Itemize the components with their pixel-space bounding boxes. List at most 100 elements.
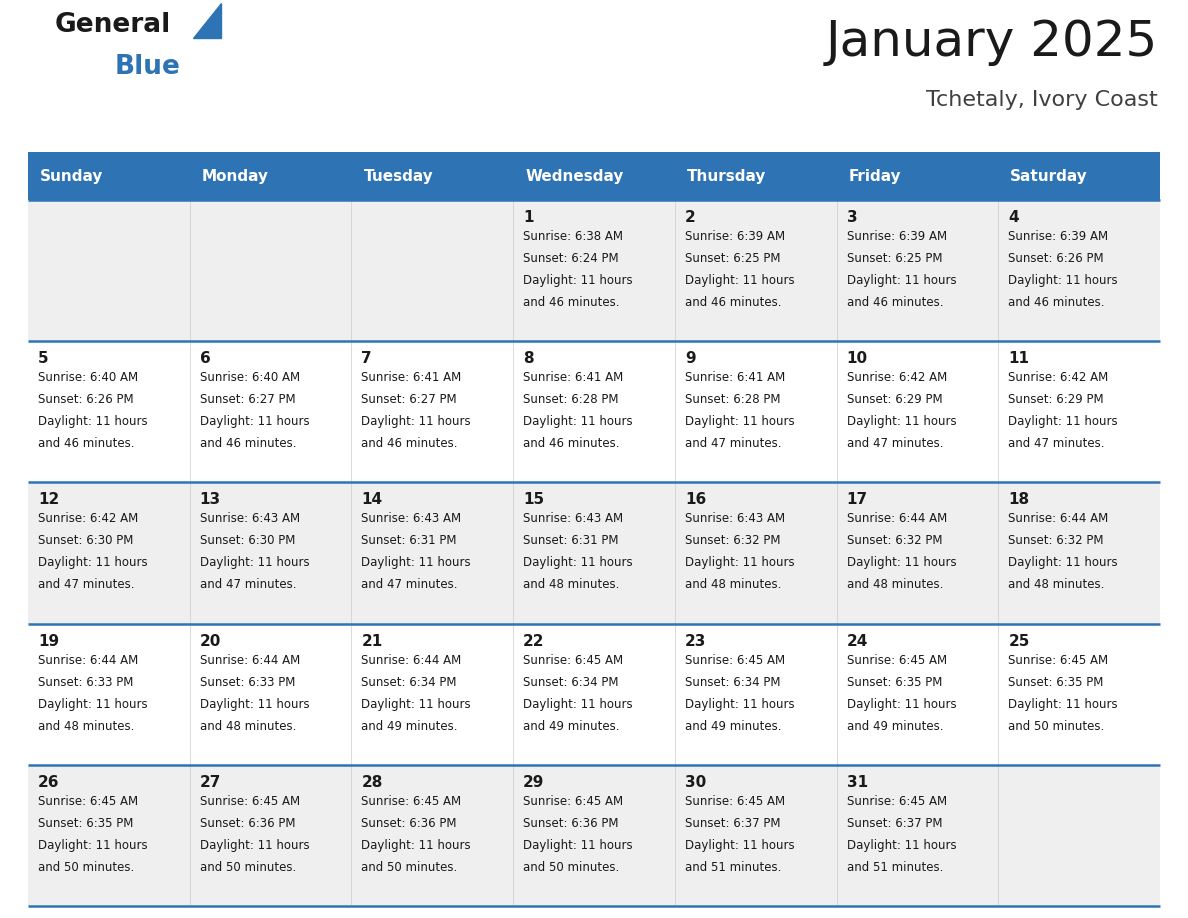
Text: Sunrise: 6:45 AM: Sunrise: 6:45 AM: [523, 795, 624, 808]
Text: Daylight: 11 hours: Daylight: 11 hours: [38, 556, 147, 569]
Text: Sunrise: 6:44 AM: Sunrise: 6:44 AM: [361, 654, 462, 666]
Text: and 48 minutes.: and 48 minutes.: [523, 578, 619, 591]
Text: Sunset: 6:36 PM: Sunset: 6:36 PM: [523, 817, 619, 830]
Text: and 46 minutes.: and 46 minutes.: [200, 437, 296, 450]
Text: 23: 23: [684, 633, 706, 649]
Text: 14: 14: [361, 492, 383, 508]
Text: Sunrise: 6:42 AM: Sunrise: 6:42 AM: [1009, 371, 1108, 385]
Text: Sunrise: 6:45 AM: Sunrise: 6:45 AM: [847, 795, 947, 808]
Text: 17: 17: [847, 492, 867, 508]
Text: Daylight: 11 hours: Daylight: 11 hours: [847, 274, 956, 287]
Text: 7: 7: [361, 352, 372, 366]
Text: Daylight: 11 hours: Daylight: 11 hours: [1009, 274, 1118, 287]
Text: and 48 minutes.: and 48 minutes.: [200, 720, 296, 733]
Text: Daylight: 11 hours: Daylight: 11 hours: [1009, 415, 1118, 428]
Text: 21: 21: [361, 633, 383, 649]
Text: Daylight: 11 hours: Daylight: 11 hours: [200, 839, 309, 852]
Text: Sunset: 6:28 PM: Sunset: 6:28 PM: [684, 393, 781, 406]
Text: and 46 minutes.: and 46 minutes.: [1009, 296, 1105, 309]
Text: 12: 12: [38, 492, 59, 508]
Text: Sunrise: 6:44 AM: Sunrise: 6:44 AM: [200, 654, 299, 666]
Text: 5: 5: [38, 352, 49, 366]
Text: Sunrise: 6:45 AM: Sunrise: 6:45 AM: [847, 654, 947, 666]
Text: Sunset: 6:26 PM: Sunset: 6:26 PM: [1009, 252, 1104, 265]
FancyBboxPatch shape: [29, 152, 1159, 200]
Text: and 47 minutes.: and 47 minutes.: [200, 578, 296, 591]
Text: Sunset: 6:25 PM: Sunset: 6:25 PM: [847, 252, 942, 265]
Text: Daylight: 11 hours: Daylight: 11 hours: [684, 274, 795, 287]
Text: Thursday: Thursday: [687, 169, 766, 184]
Text: Daylight: 11 hours: Daylight: 11 hours: [847, 415, 956, 428]
Text: Daylight: 11 hours: Daylight: 11 hours: [200, 556, 309, 569]
Text: Saturday: Saturday: [1010, 169, 1088, 184]
Text: Sunset: 6:35 PM: Sunset: 6:35 PM: [847, 676, 942, 688]
Text: and 50 minutes.: and 50 minutes.: [361, 861, 457, 874]
Text: Sunrise: 6:42 AM: Sunrise: 6:42 AM: [847, 371, 947, 385]
Text: Wednesday: Wednesday: [525, 169, 624, 184]
Text: and 46 minutes.: and 46 minutes.: [38, 437, 134, 450]
Text: 20: 20: [200, 633, 221, 649]
Text: 28: 28: [361, 775, 383, 789]
Text: Daylight: 11 hours: Daylight: 11 hours: [523, 698, 633, 711]
Text: Sunset: 6:32 PM: Sunset: 6:32 PM: [1009, 534, 1104, 547]
Text: Sunset: 6:33 PM: Sunset: 6:33 PM: [38, 676, 133, 688]
Text: and 46 minutes.: and 46 minutes.: [847, 296, 943, 309]
Text: Tchetaly, Ivory Coast: Tchetaly, Ivory Coast: [927, 90, 1158, 110]
Text: 2: 2: [684, 210, 696, 225]
FancyBboxPatch shape: [29, 482, 1159, 623]
Text: 22: 22: [523, 633, 544, 649]
Text: Daylight: 11 hours: Daylight: 11 hours: [523, 556, 633, 569]
Text: Sunrise: 6:45 AM: Sunrise: 6:45 AM: [1009, 654, 1108, 666]
Text: and 50 minutes.: and 50 minutes.: [200, 861, 296, 874]
Text: 30: 30: [684, 775, 706, 789]
Text: Sunrise: 6:44 AM: Sunrise: 6:44 AM: [847, 512, 947, 525]
Text: and 47 minutes.: and 47 minutes.: [361, 578, 457, 591]
Text: Sunrise: 6:45 AM: Sunrise: 6:45 AM: [200, 795, 299, 808]
Text: Daylight: 11 hours: Daylight: 11 hours: [523, 415, 633, 428]
Text: 26: 26: [38, 775, 59, 789]
Text: and 47 minutes.: and 47 minutes.: [1009, 437, 1105, 450]
Text: Daylight: 11 hours: Daylight: 11 hours: [200, 415, 309, 428]
Text: Daylight: 11 hours: Daylight: 11 hours: [847, 698, 956, 711]
Text: Friday: Friday: [848, 169, 902, 184]
Text: Sunrise: 6:40 AM: Sunrise: 6:40 AM: [200, 371, 299, 385]
Text: Daylight: 11 hours: Daylight: 11 hours: [684, 698, 795, 711]
Text: and 46 minutes.: and 46 minutes.: [523, 296, 620, 309]
Text: Daylight: 11 hours: Daylight: 11 hours: [1009, 698, 1118, 711]
FancyBboxPatch shape: [29, 765, 1159, 906]
Text: Sunset: 6:37 PM: Sunset: 6:37 PM: [847, 817, 942, 830]
Text: and 49 minutes.: and 49 minutes.: [523, 720, 620, 733]
Text: Sunrise: 6:39 AM: Sunrise: 6:39 AM: [1009, 230, 1108, 243]
Text: Sunrise: 6:40 AM: Sunrise: 6:40 AM: [38, 371, 138, 385]
Text: Daylight: 11 hours: Daylight: 11 hours: [684, 415, 795, 428]
Text: Sunset: 6:32 PM: Sunset: 6:32 PM: [684, 534, 781, 547]
Text: 8: 8: [523, 352, 533, 366]
Text: Sunset: 6:33 PM: Sunset: 6:33 PM: [200, 676, 295, 688]
Text: Daylight: 11 hours: Daylight: 11 hours: [847, 839, 956, 852]
Text: Daylight: 11 hours: Daylight: 11 hours: [200, 698, 309, 711]
Text: 1: 1: [523, 210, 533, 225]
Text: Sunrise: 6:45 AM: Sunrise: 6:45 AM: [684, 795, 785, 808]
Text: Sunset: 6:37 PM: Sunset: 6:37 PM: [684, 817, 781, 830]
Text: Sunrise: 6:41 AM: Sunrise: 6:41 AM: [523, 371, 624, 385]
Text: and 51 minutes.: and 51 minutes.: [684, 861, 782, 874]
Text: 3: 3: [847, 210, 858, 225]
Text: Sunrise: 6:39 AM: Sunrise: 6:39 AM: [684, 230, 785, 243]
Text: and 48 minutes.: and 48 minutes.: [684, 578, 782, 591]
Text: 25: 25: [1009, 633, 1030, 649]
Text: Daylight: 11 hours: Daylight: 11 hours: [361, 415, 472, 428]
Text: Sunset: 6:25 PM: Sunset: 6:25 PM: [684, 252, 781, 265]
Text: Sunrise: 6:43 AM: Sunrise: 6:43 AM: [361, 512, 462, 525]
Text: and 50 minutes.: and 50 minutes.: [523, 861, 619, 874]
Text: Sunset: 6:35 PM: Sunset: 6:35 PM: [38, 817, 133, 830]
Text: Daylight: 11 hours: Daylight: 11 hours: [361, 556, 472, 569]
Polygon shape: [192, 3, 221, 38]
Text: Sunrise: 6:45 AM: Sunrise: 6:45 AM: [684, 654, 785, 666]
Text: Sunset: 6:34 PM: Sunset: 6:34 PM: [684, 676, 781, 688]
Text: Sunset: 6:27 PM: Sunset: 6:27 PM: [361, 393, 457, 406]
Text: January 2025: January 2025: [826, 18, 1158, 66]
Text: Sunrise: 6:44 AM: Sunrise: 6:44 AM: [38, 654, 138, 666]
Text: and 49 minutes.: and 49 minutes.: [684, 720, 782, 733]
Text: Sunrise: 6:39 AM: Sunrise: 6:39 AM: [847, 230, 947, 243]
Text: and 50 minutes.: and 50 minutes.: [1009, 720, 1105, 733]
